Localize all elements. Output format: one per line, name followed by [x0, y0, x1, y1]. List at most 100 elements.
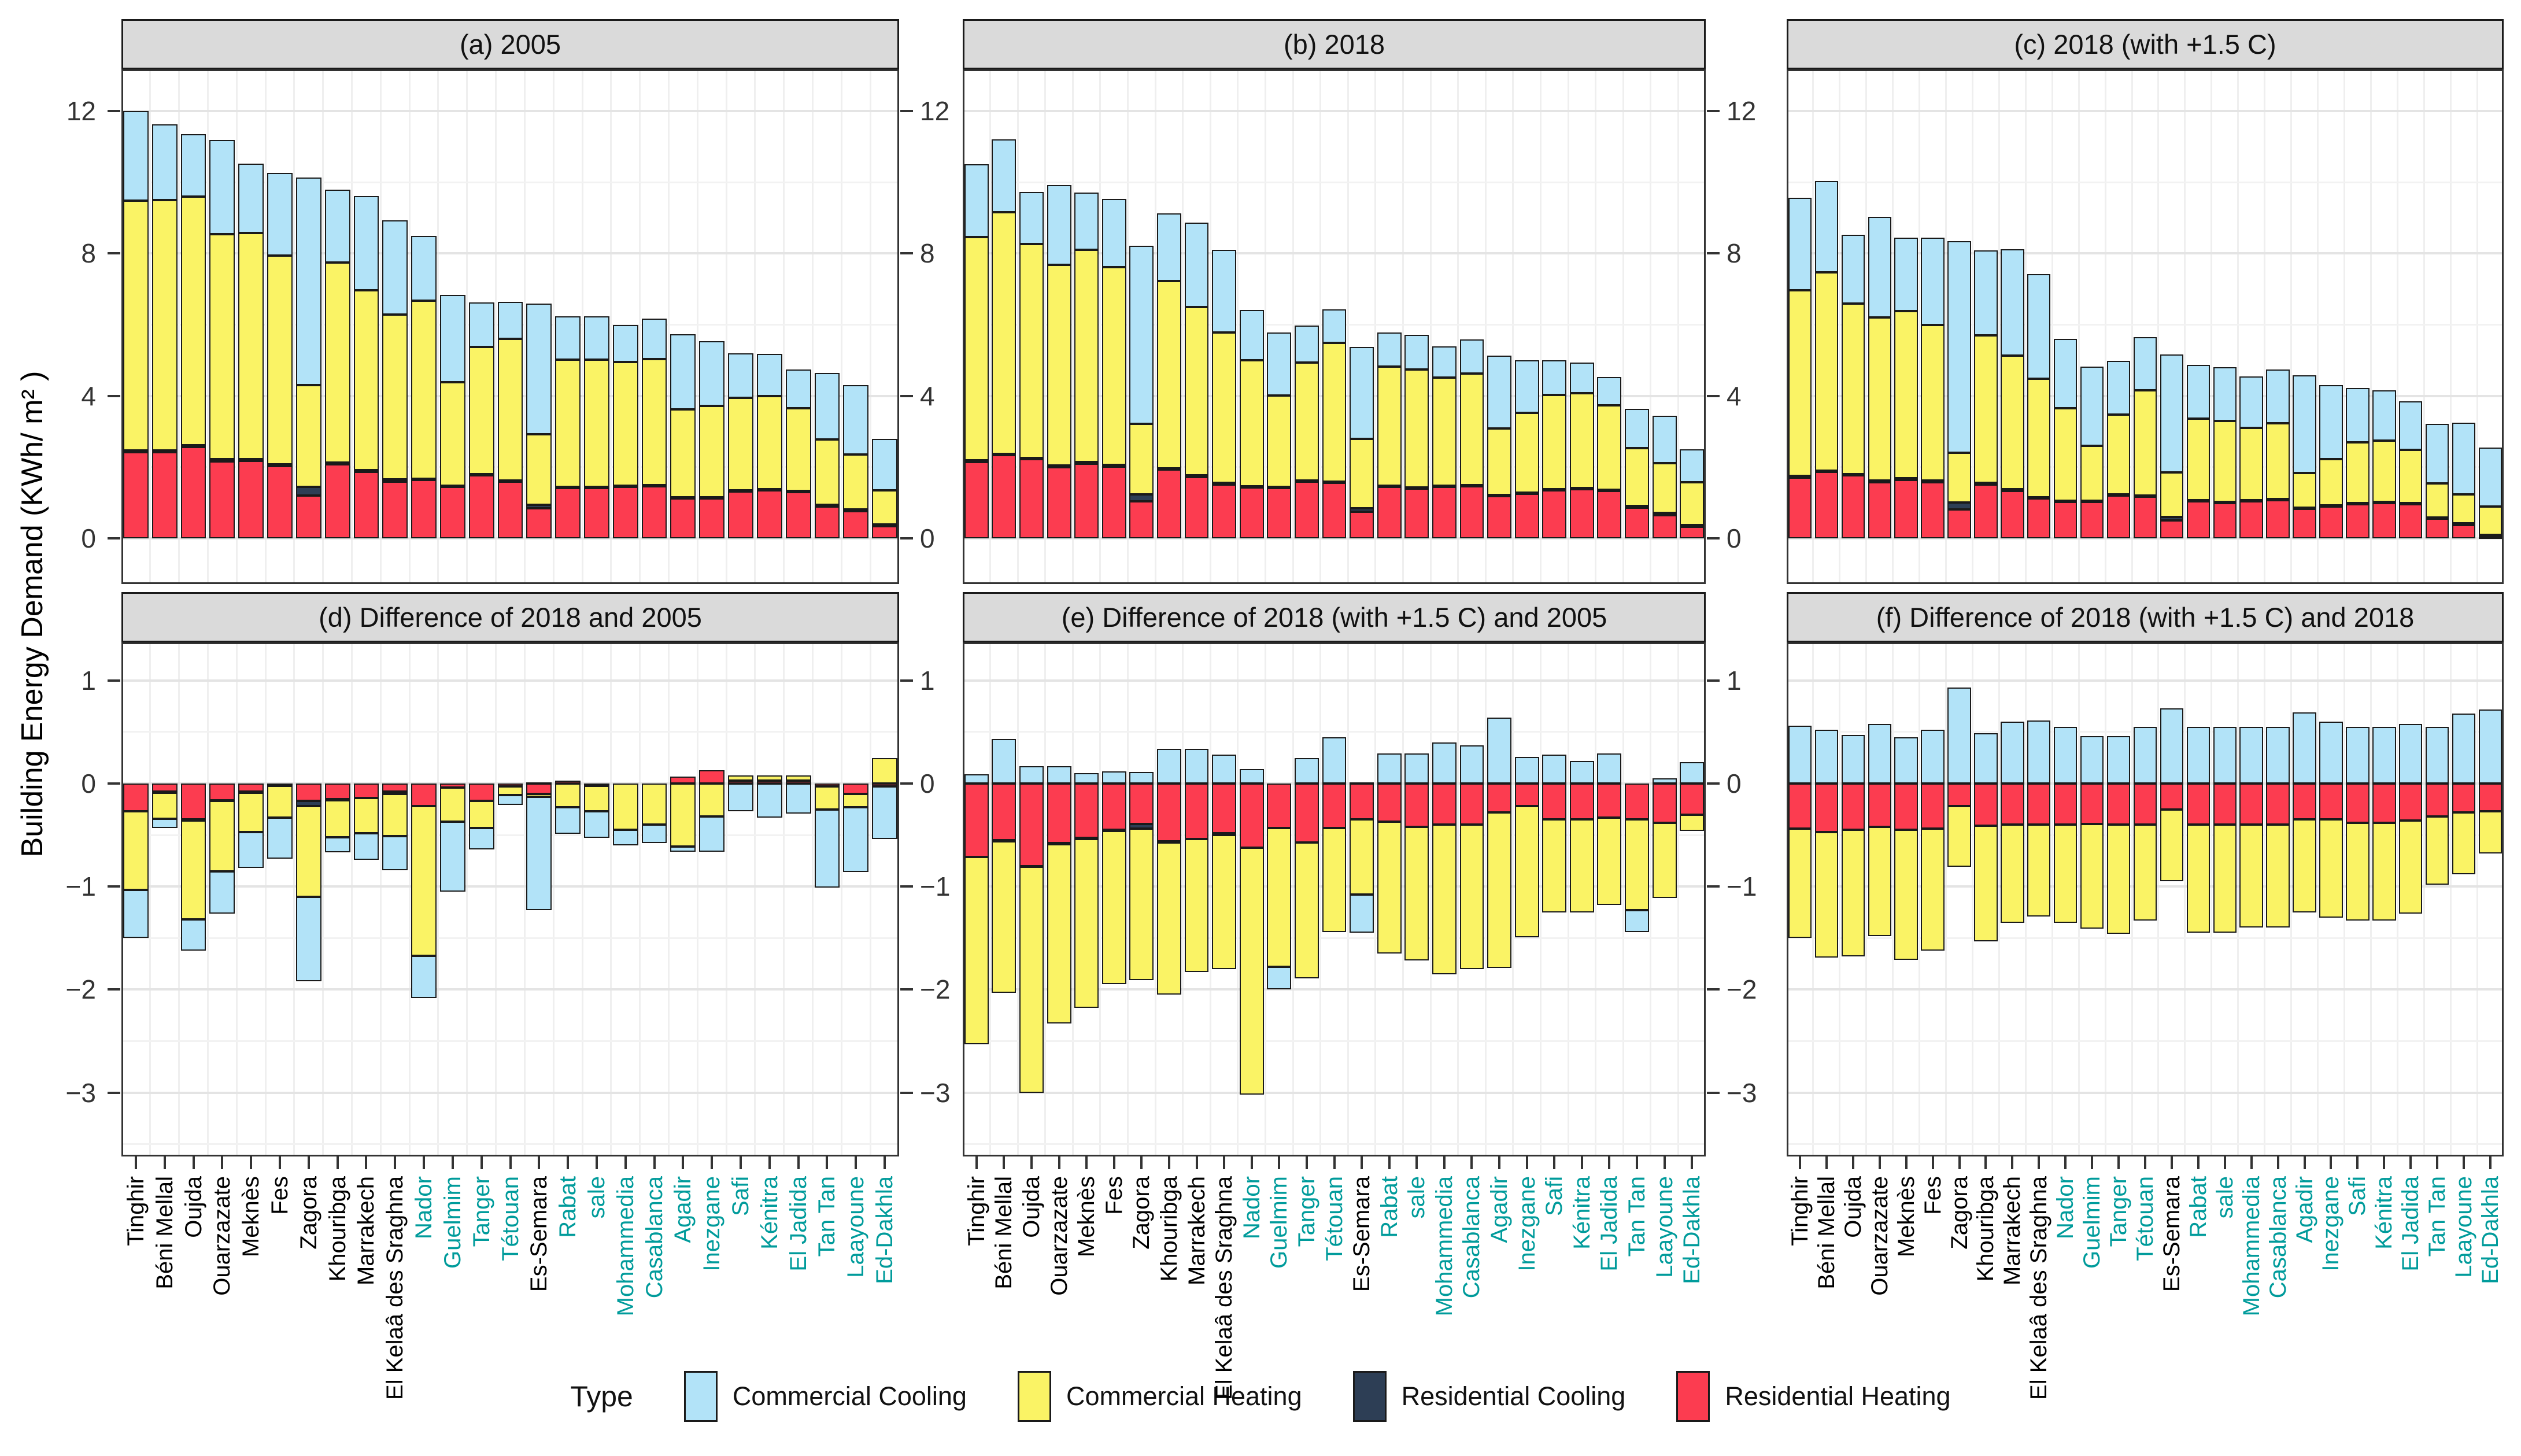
bar-segment-residential-cooling [526, 782, 552, 785]
city-label-mohammedia: Mohammedia [612, 1176, 638, 1317]
gridline-vertical [1154, 642, 1156, 1156]
x-tick-mark [1851, 1156, 1854, 1169]
gridline-vertical [1347, 69, 1349, 584]
gridline-vertical [2078, 642, 2080, 1156]
y-tick-mark [900, 1091, 913, 1094]
gridline-major [121, 1091, 899, 1094]
x-tick-mark [278, 1156, 281, 1169]
gridline-vertical [437, 69, 439, 584]
gridline-vertical [264, 642, 267, 1156]
city-label-ouarzazate: Ouarzazate [1866, 1176, 1892, 1296]
city-label-khouribga: Khouribga [324, 1176, 350, 1282]
bar-segment-commercial-cooling [2106, 361, 2131, 415]
gridline-vertical [696, 642, 698, 1156]
x-tick-mark [2223, 1156, 2226, 1169]
city-label-guelmim: Guelmim [1266, 1176, 1292, 1269]
x-tick-mark [2383, 1156, 2386, 1169]
bar-segment-commercial-heating [1947, 806, 1971, 867]
bar-segment-residential-cooling [382, 792, 408, 794]
gridline-vertical [1429, 642, 1432, 1156]
x-tick-mark [134, 1156, 137, 1169]
bar-segment-commercial-heating [2054, 408, 2078, 501]
city-label-el-kela-des-sraghna: El Kelaâ des Sraghna [2026, 1176, 2052, 1400]
y-tick-label: −2 [65, 974, 96, 1005]
y-tick-label: 0 [81, 523, 96, 554]
bar-segment-commercial-heating [728, 397, 753, 490]
bar-segment-commercial-cooling [670, 846, 696, 852]
bar-segment-residential-heating [2133, 784, 2157, 825]
bar-segment-residential-heating [2319, 506, 2343, 539]
bar-segment-residential-cooling [1542, 489, 1567, 492]
city-label-mekn-s: Meknès [1074, 1176, 1100, 1258]
bar-segment-commercial-heating [497, 786, 523, 795]
x-tick-mark [624, 1156, 627, 1169]
bar-segment-commercial-heating [1652, 463, 1677, 513]
y-tick-mark [1707, 537, 1720, 540]
bar-segment-residential-cooling [1652, 513, 1677, 516]
city-label-fes: Fes [267, 1176, 293, 1215]
bar-segment-commercial-cooling [1129, 772, 1154, 784]
city-label-rabat: Rabat [1376, 1176, 1402, 1238]
y-tick-mark [108, 252, 120, 255]
bar-segment-residential-heating [209, 461, 235, 539]
y-tick-mark [1707, 110, 1720, 113]
x-tick-mark [2489, 1156, 2492, 1169]
bar-segment-commercial-cooling [2001, 722, 2024, 784]
bar-segment-commercial-cooling [2213, 367, 2237, 421]
bar-segment-commercial-cooling [584, 316, 609, 360]
gridline-vertical [1292, 69, 1294, 584]
bar-segment-commercial-cooling [2160, 708, 2184, 784]
bar-segment-residential-heating [964, 784, 989, 857]
bar-segment-commercial-heating [1294, 842, 1319, 978]
gridline-vertical [1016, 642, 1019, 1156]
city-label-el-kela-des-sraghna: El Kelaâ des Sraghna [1211, 1176, 1237, 1400]
bar-segment-commercial-cooling [1841, 235, 1865, 304]
y-tick-label: 0 [920, 523, 935, 554]
bar-segment-residential-heating [843, 784, 869, 794]
bar-segment-residential-heating [964, 461, 989, 539]
gridline-vertical [989, 642, 992, 1156]
x-tick-mark [451, 1156, 454, 1169]
bar-segment-commercial-cooling [1947, 688, 1971, 784]
bar-segment-commercial-cooling [238, 163, 264, 234]
bar-segment-commercial-heating [872, 757, 897, 784]
bar-segment-commercial-cooling [1514, 756, 1539, 784]
bar-segment-commercial-heating [2186, 418, 2211, 500]
bar-segment-residential-cooling [324, 462, 350, 465]
gridline-vertical [2264, 642, 2266, 1156]
city-label-sale: sale [1404, 1176, 1430, 1219]
city-label-es-semara: Es-Semara [526, 1176, 552, 1292]
bar-segment-commercial-heating [2133, 825, 2157, 921]
bar-segment-commercial-cooling [468, 302, 494, 348]
gridline-vertical [1539, 642, 1542, 1156]
y-tick-mark [1707, 782, 1720, 785]
gridline-vertical [206, 69, 209, 584]
bar-segment-commercial-cooling [2186, 364, 2211, 419]
bar-segment-commercial-cooling [1947, 241, 1971, 453]
gridline-vertical [1567, 642, 1569, 1156]
city-label-tinghir: Tinghir [1787, 1176, 1813, 1246]
bar-segment-residential-cooling [1814, 470, 1839, 473]
bar-segment-residential-cooling [353, 470, 379, 472]
bar-segment-commercial-heating [584, 785, 609, 812]
bar-segment-commercial-heating [1432, 378, 1457, 486]
gridline-major [1787, 537, 2504, 540]
gridline-vertical [869, 642, 871, 1156]
bar-segment-commercial-heating [2319, 819, 2343, 918]
bar-segment-residential-heating [785, 780, 811, 784]
gridline-vertical [1787, 69, 1788, 584]
plot-panel-c [1787, 69, 2504, 584]
bar-segment-commercial-heating [699, 784, 725, 817]
bar-segment-residential-cooling [1459, 485, 1484, 487]
bar-segment-commercial-cooling [267, 817, 293, 859]
x-tick-mark [567, 1156, 570, 1169]
bar-segment-residential-heating [1047, 784, 1071, 844]
city-label-casablanca: Casablanca [1459, 1176, 1485, 1299]
gridline-minor [1787, 937, 2504, 939]
city-label-ouarzazate: Ouarzazate [209, 1176, 235, 1296]
bar-segment-residential-heating [2160, 520, 2184, 539]
gridline-vertical [1265, 642, 1267, 1156]
bar-segment-residential-heating [2346, 504, 2370, 539]
city-label-inezgane: Inezgane [1514, 1176, 1540, 1272]
bar-segment-commercial-heating [670, 784, 696, 847]
